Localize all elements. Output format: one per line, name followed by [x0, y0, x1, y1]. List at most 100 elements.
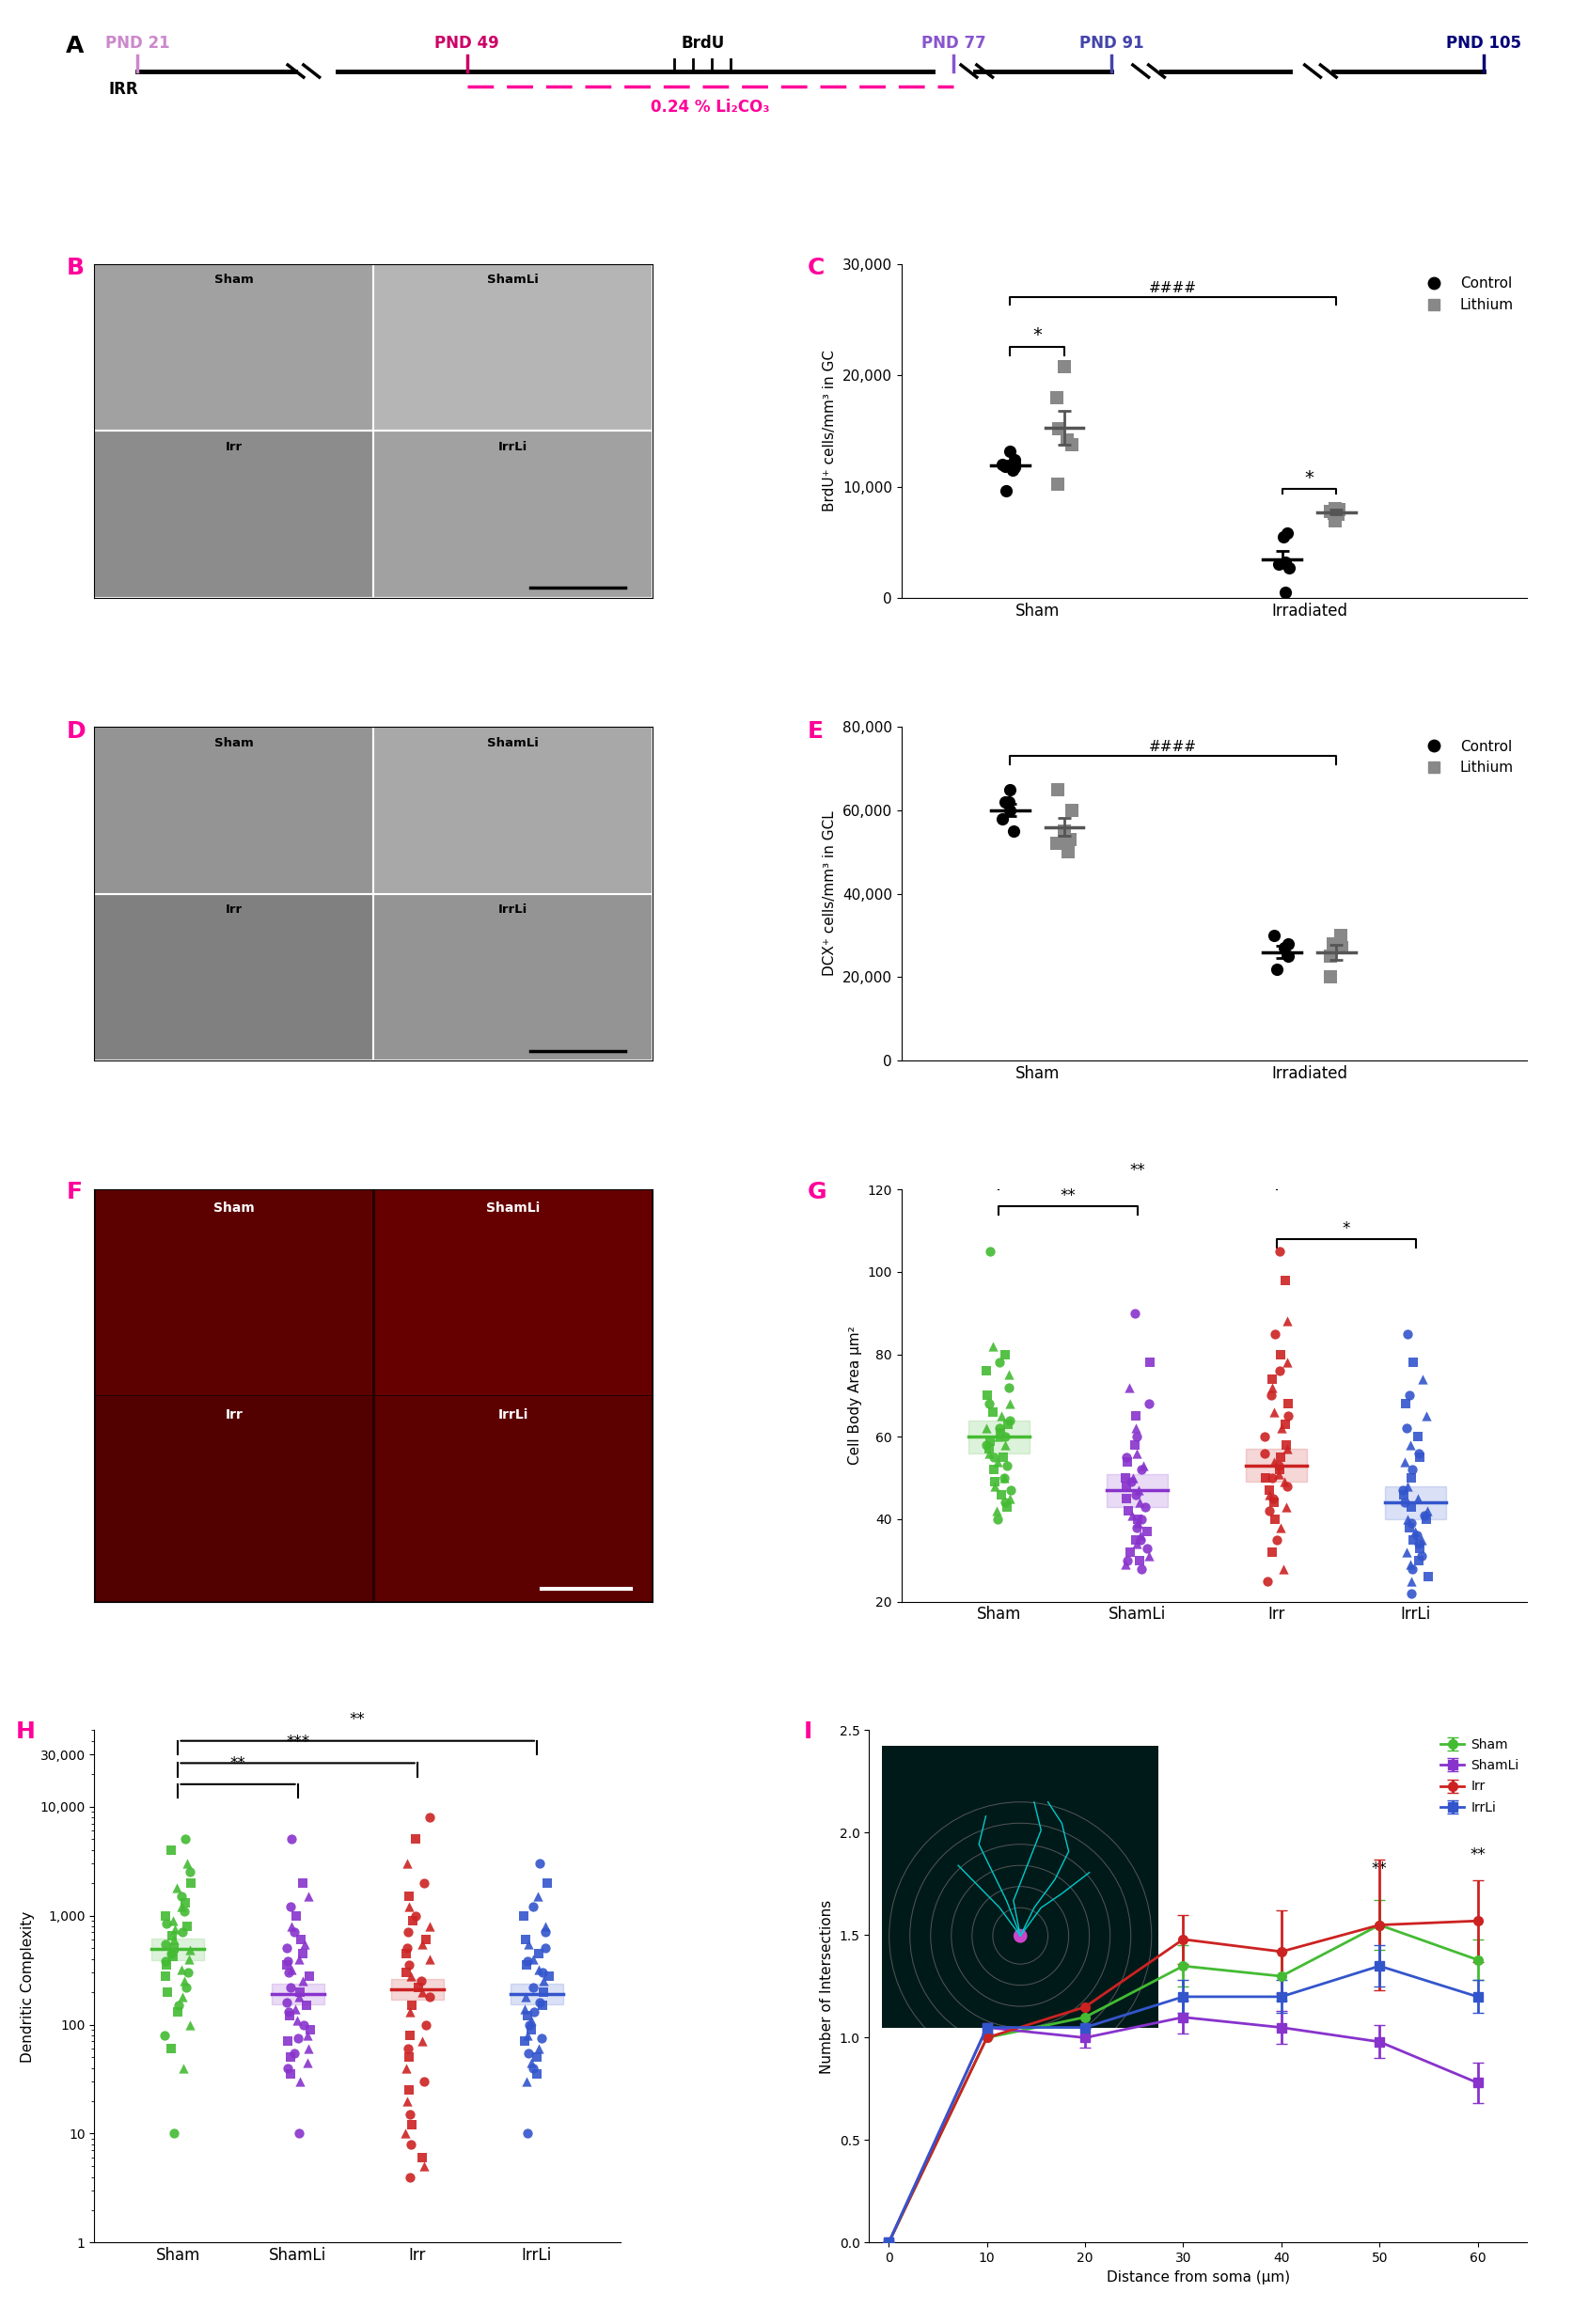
Point [170, 1889, 195, 1927]
Point [1400, 1343, 1425, 1380]
Point [1402, 1513, 1427, 1550]
Point [1125, 1471, 1150, 1508]
Point [289, 1864, 315, 1901]
Y-axis label: Dendritic Complexity: Dendritic Complexity [20, 1910, 35, 2061]
Bar [373, 265, 653, 430]
Point [1122, 1397, 1147, 1434]
Point [536, 1957, 562, 1994]
Point [411, 2147, 436, 2185]
Point [173, 1968, 198, 2006]
Point [1129, 1448, 1155, 1485]
Point [1413, 1397, 1438, 1434]
Text: IrrLi: IrrLi [497, 1408, 529, 1420]
Point [162, 1929, 187, 1966]
Point [403, 1896, 428, 1934]
Text: **: ** [230, 1755, 245, 1771]
Point [521, 1941, 546, 1978]
Point [162, 1910, 187, 1948]
Point [1274, 1469, 1299, 1506]
Text: **: ** [1060, 1188, 1076, 1204]
Point [1268, 1336, 1293, 1373]
Point [1274, 1432, 1299, 1469]
Point [178, 2006, 203, 2043]
Text: I: I [802, 1720, 812, 1743]
Point [525, 2031, 551, 2068]
Point [525, 1950, 551, 1987]
Point [1114, 1480, 1139, 1518]
Point [1117, 1464, 1142, 1501]
Bar [373, 430, 653, 597]
Point [1274, 1304, 1299, 1341]
Point [1266, 1232, 1291, 1269]
Bar [373, 727, 653, 895]
Point [1273, 1427, 1298, 1464]
Point [160, 1938, 186, 1975]
Point [285, 2001, 310, 2038]
Point [170, 1978, 195, 2015]
Point [1126, 1485, 1151, 1522]
Point [1394, 1469, 1419, 1506]
Point [1117, 1534, 1142, 1571]
Point [1262, 1501, 1287, 1538]
Point [1317, 493, 1342, 530]
Point [1414, 1492, 1439, 1529]
Point [530, 1954, 555, 1992]
Point [278, 1889, 304, 1927]
Point [398, 1987, 423, 2024]
Point [294, 1987, 319, 2024]
Point [1262, 1394, 1287, 1432]
Point [159, 1831, 184, 1868]
Point [989, 446, 1015, 483]
Point [996, 783, 1021, 820]
Point [511, 1896, 536, 1934]
Point [396, 1948, 422, 1985]
Point [1136, 1385, 1161, 1422]
Point [993, 449, 1018, 486]
Point [980, 1439, 1005, 1476]
Point [997, 1480, 1022, 1518]
Point [286, 1973, 311, 2010]
Bar [94, 265, 373, 430]
Point [1262, 918, 1287, 955]
Point [1324, 493, 1350, 530]
Bar [94, 430, 373, 597]
Point [275, 1954, 300, 1992]
Point [1255, 1471, 1280, 1508]
Point [294, 2043, 319, 2080]
Point [996, 1369, 1021, 1406]
Text: ***: *** [286, 1734, 310, 1750]
Y-axis label: DCX⁺ cells/mm³ in GCL: DCX⁺ cells/mm³ in GCL [823, 811, 837, 976]
Point [393, 2050, 418, 2087]
Point [1406, 1541, 1431, 1578]
Point [1321, 490, 1346, 528]
Point [1115, 1492, 1140, 1529]
Point [977, 1422, 1002, 1459]
Point [160, 1901, 186, 1938]
Point [1273, 574, 1298, 611]
Point [1112, 1459, 1137, 1497]
Point [1394, 1315, 1419, 1353]
Point [985, 1418, 1010, 1455]
Point [1265, 546, 1290, 583]
Point [518, 2043, 543, 2080]
Text: ####: #### [1148, 739, 1197, 753]
Point [294, 2017, 319, 2054]
Point [1271, 518, 1296, 555]
Point [1321, 502, 1346, 539]
Point [395, 2082, 420, 2119]
Point [1398, 1576, 1424, 1613]
Point [1134, 1529, 1159, 1566]
Point [533, 1929, 558, 1966]
Point [411, 1864, 436, 1901]
Point [1398, 1562, 1424, 1599]
Point [175, 1845, 200, 1882]
Point [275, 1994, 300, 2031]
Point [1414, 1559, 1439, 1597]
Point [406, 1968, 431, 2006]
Point [1411, 1497, 1436, 1534]
Point [1273, 1406, 1298, 1443]
Point [289, 1936, 315, 1973]
Point [518, 2006, 543, 2043]
Point [1136, 1538, 1161, 1576]
Text: **: ** [1129, 1162, 1145, 1178]
